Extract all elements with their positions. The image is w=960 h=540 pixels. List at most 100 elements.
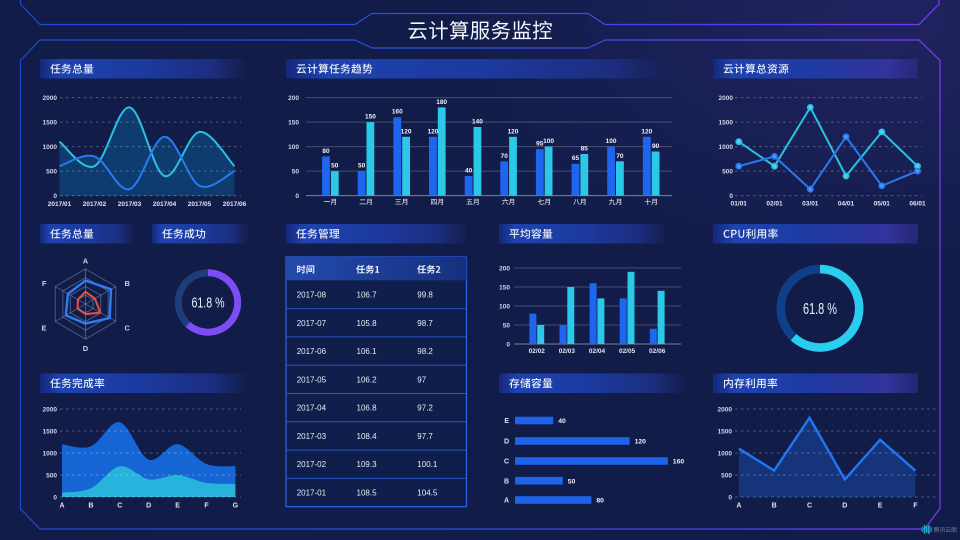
svg-text:100: 100 xyxy=(499,304,510,311)
svg-text:61.8 %: 61.8 % xyxy=(192,296,225,312)
svg-text:80: 80 xyxy=(596,498,604,505)
svg-text:40: 40 xyxy=(465,168,473,175)
svg-text:2017-01: 2017-01 xyxy=(297,489,327,498)
svg-text:104.5: 104.5 xyxy=(417,489,438,498)
svg-text:0: 0 xyxy=(295,193,299,200)
svg-text:85: 85 xyxy=(581,145,589,152)
svg-text:1000: 1000 xyxy=(43,451,58,458)
svg-text:C: C xyxy=(807,503,812,510)
svg-text:80: 80 xyxy=(322,148,330,155)
svg-text:65: 65 xyxy=(572,155,580,162)
svg-text:99.8: 99.8 xyxy=(417,290,433,299)
svg-text:120: 120 xyxy=(401,128,412,135)
svg-text:0: 0 xyxy=(728,495,732,502)
svg-text:2017-08: 2017-08 xyxy=(297,290,327,299)
svg-text:97.2: 97.2 xyxy=(417,404,433,413)
svg-text:E: E xyxy=(175,503,180,510)
svg-text:G: G xyxy=(233,503,239,510)
svg-text:E: E xyxy=(504,418,509,425)
svg-text:0: 0 xyxy=(729,193,733,200)
svg-text:1500: 1500 xyxy=(718,429,733,436)
svg-text:98.7: 98.7 xyxy=(417,319,433,328)
svg-text:1000: 1000 xyxy=(719,144,734,151)
svg-text:2017-07: 2017-07 xyxy=(297,319,327,328)
svg-text:50: 50 xyxy=(358,163,366,170)
svg-text:120: 120 xyxy=(635,439,647,446)
svg-text:01/01: 01/01 xyxy=(731,201,748,208)
svg-text:100.1: 100.1 xyxy=(417,460,438,469)
svg-text:40: 40 xyxy=(558,418,566,425)
svg-text:500: 500 xyxy=(46,169,57,176)
svg-text:100: 100 xyxy=(606,138,617,145)
svg-text:03/01: 03/01 xyxy=(802,201,819,208)
svg-text:100: 100 xyxy=(288,144,299,151)
svg-text:97: 97 xyxy=(417,375,426,384)
svg-text:E: E xyxy=(878,503,883,510)
svg-text:160: 160 xyxy=(673,459,685,466)
svg-text:105.8: 105.8 xyxy=(357,319,378,328)
svg-text:2017/02: 2017/02 xyxy=(83,201,107,208)
svg-text:2017/06: 2017/06 xyxy=(223,201,247,208)
svg-text:2000: 2000 xyxy=(718,407,733,414)
svg-text:106.8: 106.8 xyxy=(357,404,378,413)
svg-text:2017-03: 2017-03 xyxy=(297,432,327,441)
svg-text:02/05: 02/05 xyxy=(619,348,636,355)
svg-text:100: 100 xyxy=(543,138,554,145)
svg-text:0: 0 xyxy=(53,193,57,200)
svg-text:B: B xyxy=(772,503,777,510)
svg-text:2017-05: 2017-05 xyxy=(297,375,327,384)
svg-text:106.1: 106.1 xyxy=(357,347,378,356)
svg-text:D: D xyxy=(504,439,509,446)
svg-text:109.3: 109.3 xyxy=(357,460,378,469)
svg-text:A: A xyxy=(736,503,741,510)
svg-text:B: B xyxy=(504,478,509,485)
svg-text:2017/03: 2017/03 xyxy=(118,201,142,208)
svg-text:160: 160 xyxy=(392,109,403,116)
svg-text:C: C xyxy=(125,324,131,333)
svg-text:2000: 2000 xyxy=(43,407,58,414)
svg-text:1500: 1500 xyxy=(43,429,58,436)
svg-text:108.5: 108.5 xyxy=(357,489,378,498)
svg-text:02/02: 02/02 xyxy=(529,348,546,355)
svg-text:150: 150 xyxy=(365,114,376,121)
svg-text:50: 50 xyxy=(503,323,511,330)
svg-text:1000: 1000 xyxy=(43,144,58,151)
svg-text:F: F xyxy=(204,503,209,510)
svg-text:D: D xyxy=(146,503,151,510)
svg-text:1000: 1000 xyxy=(718,451,733,458)
svg-text:2017/04: 2017/04 xyxy=(153,201,177,208)
svg-text:A: A xyxy=(83,257,89,266)
svg-text:02/01: 02/01 xyxy=(766,201,783,208)
svg-text:A: A xyxy=(504,498,509,505)
svg-text:70: 70 xyxy=(501,153,509,160)
svg-text:120: 120 xyxy=(508,128,519,135)
svg-text:50: 50 xyxy=(568,478,576,485)
svg-text:140: 140 xyxy=(472,119,483,126)
svg-text:180: 180 xyxy=(436,99,447,106)
svg-text:120: 120 xyxy=(641,128,652,135)
svg-text:D: D xyxy=(83,344,89,353)
svg-text:70: 70 xyxy=(616,153,624,160)
svg-text:C: C xyxy=(504,459,509,466)
svg-text:50: 50 xyxy=(331,163,339,170)
svg-text:05/01: 05/01 xyxy=(874,201,891,208)
svg-text:2000: 2000 xyxy=(719,95,734,102)
svg-text:500: 500 xyxy=(722,169,733,176)
svg-text:06/01: 06/01 xyxy=(909,201,926,208)
svg-text:2017-06: 2017-06 xyxy=(297,347,327,356)
svg-text:120: 120 xyxy=(427,128,438,135)
svg-text:50: 50 xyxy=(292,169,300,176)
svg-text:F: F xyxy=(42,279,47,288)
svg-text:95: 95 xyxy=(536,141,544,148)
svg-text:500: 500 xyxy=(721,473,732,480)
svg-text:1500: 1500 xyxy=(719,120,734,127)
svg-text:150: 150 xyxy=(499,285,510,292)
svg-text:2000: 2000 xyxy=(43,95,58,102)
svg-text:C: C xyxy=(117,503,122,510)
svg-text:108.4: 108.4 xyxy=(357,432,378,441)
svg-text:200: 200 xyxy=(499,266,510,273)
svg-text:B: B xyxy=(88,503,93,510)
svg-text:2017/05: 2017/05 xyxy=(188,201,212,208)
svg-text:2017-04: 2017-04 xyxy=(297,404,327,413)
svg-text:E: E xyxy=(41,324,46,333)
